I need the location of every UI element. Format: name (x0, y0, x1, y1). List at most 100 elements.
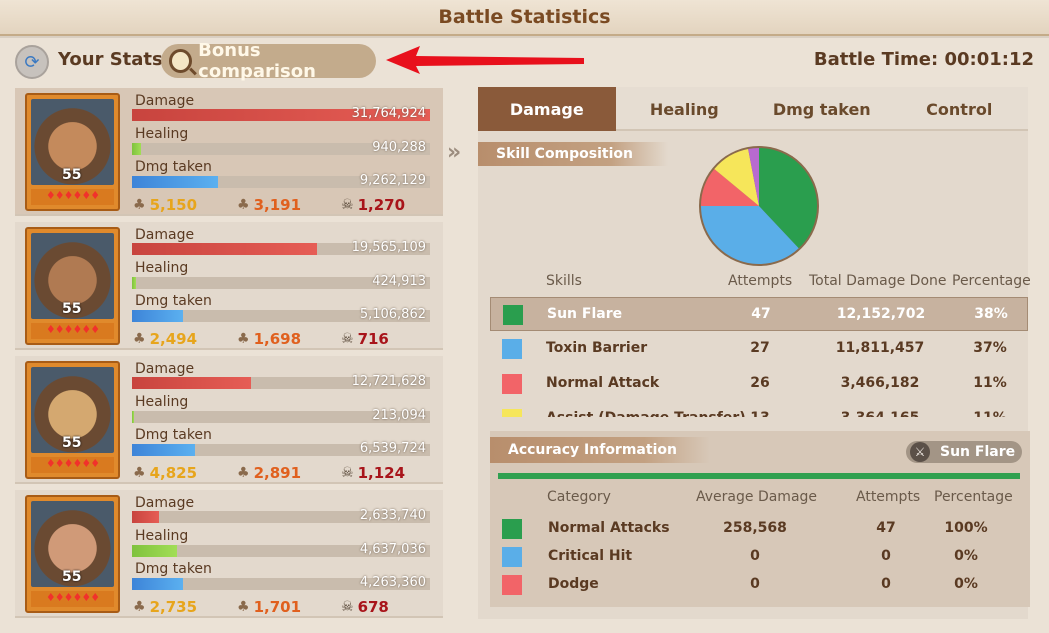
page-title: Battle Statistics (438, 6, 611, 28)
hero-card[interactable]: 55 ♦♦♦♦♦♦ Damage 19,565,109 Healing 424,… (15, 222, 443, 350)
tab-control[interactable]: Control (926, 99, 993, 119)
tab-healing[interactable]: Healing (649, 99, 719, 119)
skill-row[interactable]: Assist (Damage Transfer) 13 3,364,165 11… (490, 402, 1028, 417)
dmg-taken-bar-fill (132, 578, 183, 590)
skill-composition-title: Skill Composition (478, 142, 668, 166)
skill-name: Sun Flare (547, 306, 623, 322)
dmg-taken-bar: 6,539,724 (132, 441, 430, 456)
dmg-taken-bar-fill (132, 176, 219, 188)
skill-percentage: 37% (973, 340, 1007, 356)
skill-row[interactable]: Toxin Barrier 27 11,811,457 37% (490, 332, 1028, 366)
deaths-counter: ☠ 716 (341, 330, 389, 348)
dmg-taken-bar-fill (132, 444, 195, 456)
damage-bar-fill (132, 243, 317, 255)
category-color-swatch (502, 519, 522, 539)
battle-time: Battle Time: 00:01:12 (813, 49, 1034, 70)
kills-counter: ♣ 5,150 (133, 196, 198, 214)
category-percentage: 100% (944, 520, 988, 536)
healing-bar-fill (132, 277, 137, 289)
category-color-swatch (502, 575, 522, 595)
selected-skill-chip[interactable]: ⚔ Sun Flare (906, 441, 1022, 463)
hero-card[interactable]: 55 ♦♦♦♦♦♦ Damage 2,633,740 Healing 4,637… (15, 490, 443, 618)
category-avg-damage: 0 (750, 548, 760, 564)
skill-row[interactable]: Sun Flare 47 12,152,702 38% (490, 297, 1028, 331)
accuracy-row: Normal Attacks 258,568 47 100% (500, 515, 1020, 543)
category-attempts: 0 (881, 548, 891, 564)
pie-slice (701, 169, 759, 206)
assists-icon: ♣ (237, 197, 250, 213)
hero-card[interactable]: 55 ♦♦♦♦♦♦ Damage 31,764,924 Healing 940,… (15, 88, 443, 216)
hero-portrait[interactable]: 55 ♦♦♦♦♦♦ (25, 93, 120, 211)
skill-name: Normal Attack (546, 375, 660, 391)
deaths-counter: ☠ 1,124 (341, 464, 406, 482)
damage-value: 2,633,740 (359, 508, 426, 523)
your-stats-label: Your Stats (58, 49, 163, 70)
tab-bar: Damage Healing Dmg taken Control (478, 87, 1028, 131)
title-bar: Battle Statistics (0, 0, 1049, 36)
category-name: Dodge (548, 576, 599, 592)
hero-star-rating: ♦♦♦♦♦♦ (31, 457, 114, 473)
bonus-comparison-button[interactable]: Bonus comparison (161, 40, 376, 82)
accuracy-row: Critical Hit 0 0 0% (500, 543, 1020, 571)
healing-label: Healing (135, 260, 189, 276)
damage-label: Damage (135, 227, 195, 243)
healing-bar-fill (132, 143, 141, 155)
hero-portrait[interactable]: 55 ♦♦♦♦♦♦ (25, 227, 120, 345)
tab-dmg-taken[interactable]: Dmg taken (772, 99, 871, 119)
dmg-taken-value: 6,539,724 (359, 441, 426, 456)
category-color-swatch (502, 547, 522, 567)
tab-damage[interactable]: Damage (478, 87, 616, 131)
skill-name: Assist (Damage Transfer) (546, 410, 746, 417)
hero-card[interactable]: 55 ♦♦♦♦♦♦ Damage 12,721,628 Healing 213,… (15, 356, 443, 484)
swap-icon[interactable]: ⟳ (15, 45, 49, 79)
skill-attempts: 26 (750, 375, 770, 391)
damage-value: 31,764,924 (351, 106, 426, 121)
dmg-taken-bar-fill (132, 310, 183, 322)
hero-portrait[interactable]: 55 ♦♦♦♦♦♦ (25, 361, 120, 479)
skill-total-damage: 3,364,165 (820, 410, 940, 417)
healing-value: 424,913 (372, 274, 426, 289)
double-chevron-icon: » (447, 140, 462, 165)
kills-counter: ♣ 2,494 (133, 330, 198, 348)
skill-color-swatch (502, 339, 522, 359)
skull-icon: ☠ (341, 465, 354, 481)
skill-table[interactable]: Sun Flare 47 12,152,702 38% Toxin Barrie… (490, 297, 1030, 417)
category-attempts: 47 (876, 520, 896, 536)
hero-star-rating: ♦♦♦♦♦♦ (31, 189, 114, 205)
hero-counters: ♣ 2,494 ♣ 1,698 ☠ 716 (133, 330, 433, 348)
skill-percentage: 11% (960, 410, 1020, 417)
healing-bar: 213,094 (132, 408, 430, 423)
hero-portrait[interactable]: 55 ♦♦♦♦♦♦ (25, 495, 120, 613)
category-name: Normal Attacks (548, 520, 670, 536)
kills-counter: ♣ 2,735 (133, 598, 198, 616)
skill-total-damage: 12,152,702 (836, 306, 926, 322)
skill-row[interactable]: Normal Attack 26 3,466,182 11% (490, 367, 1028, 401)
skill-color-swatch (502, 409, 522, 417)
healing-value: 940,288 (372, 140, 426, 155)
healing-label: Healing (135, 394, 189, 410)
category-percentage: 0% (954, 548, 978, 564)
hero-star-rating: ♦♦♦♦♦♦ (31, 323, 114, 339)
kills-icon: ♣ (133, 331, 146, 347)
dmg-taken-bar: 5,106,862 (132, 307, 430, 322)
assists-icon: ♣ (237, 331, 250, 347)
selected-skill-name: Sun Flare (940, 444, 1016, 460)
skill-color-swatch (502, 374, 522, 394)
hero-level: 55 (62, 435, 82, 451)
damage-bar: 31,764,924 (132, 106, 430, 121)
category-avg-damage: 258,568 (723, 520, 787, 536)
category-percentage: 0% (954, 576, 978, 592)
dmg-taken-label: Dmg taken (135, 159, 212, 175)
deaths-counter: ☠ 1,270 (341, 196, 406, 214)
healing-bar: 940,288 (132, 140, 430, 155)
damage-bar-fill (132, 377, 252, 389)
damage-label: Damage (135, 495, 195, 511)
kills-icon: ♣ (133, 599, 146, 615)
healing-value: 213,094 (372, 408, 426, 423)
hero-level: 55 (62, 301, 82, 317)
kills-icon: ♣ (133, 465, 146, 481)
pie-slice (701, 206, 799, 264)
sword-icon: ⚔ (910, 442, 930, 462)
damage-bar: 19,565,109 (132, 240, 430, 255)
hero-avatar (31, 367, 114, 453)
